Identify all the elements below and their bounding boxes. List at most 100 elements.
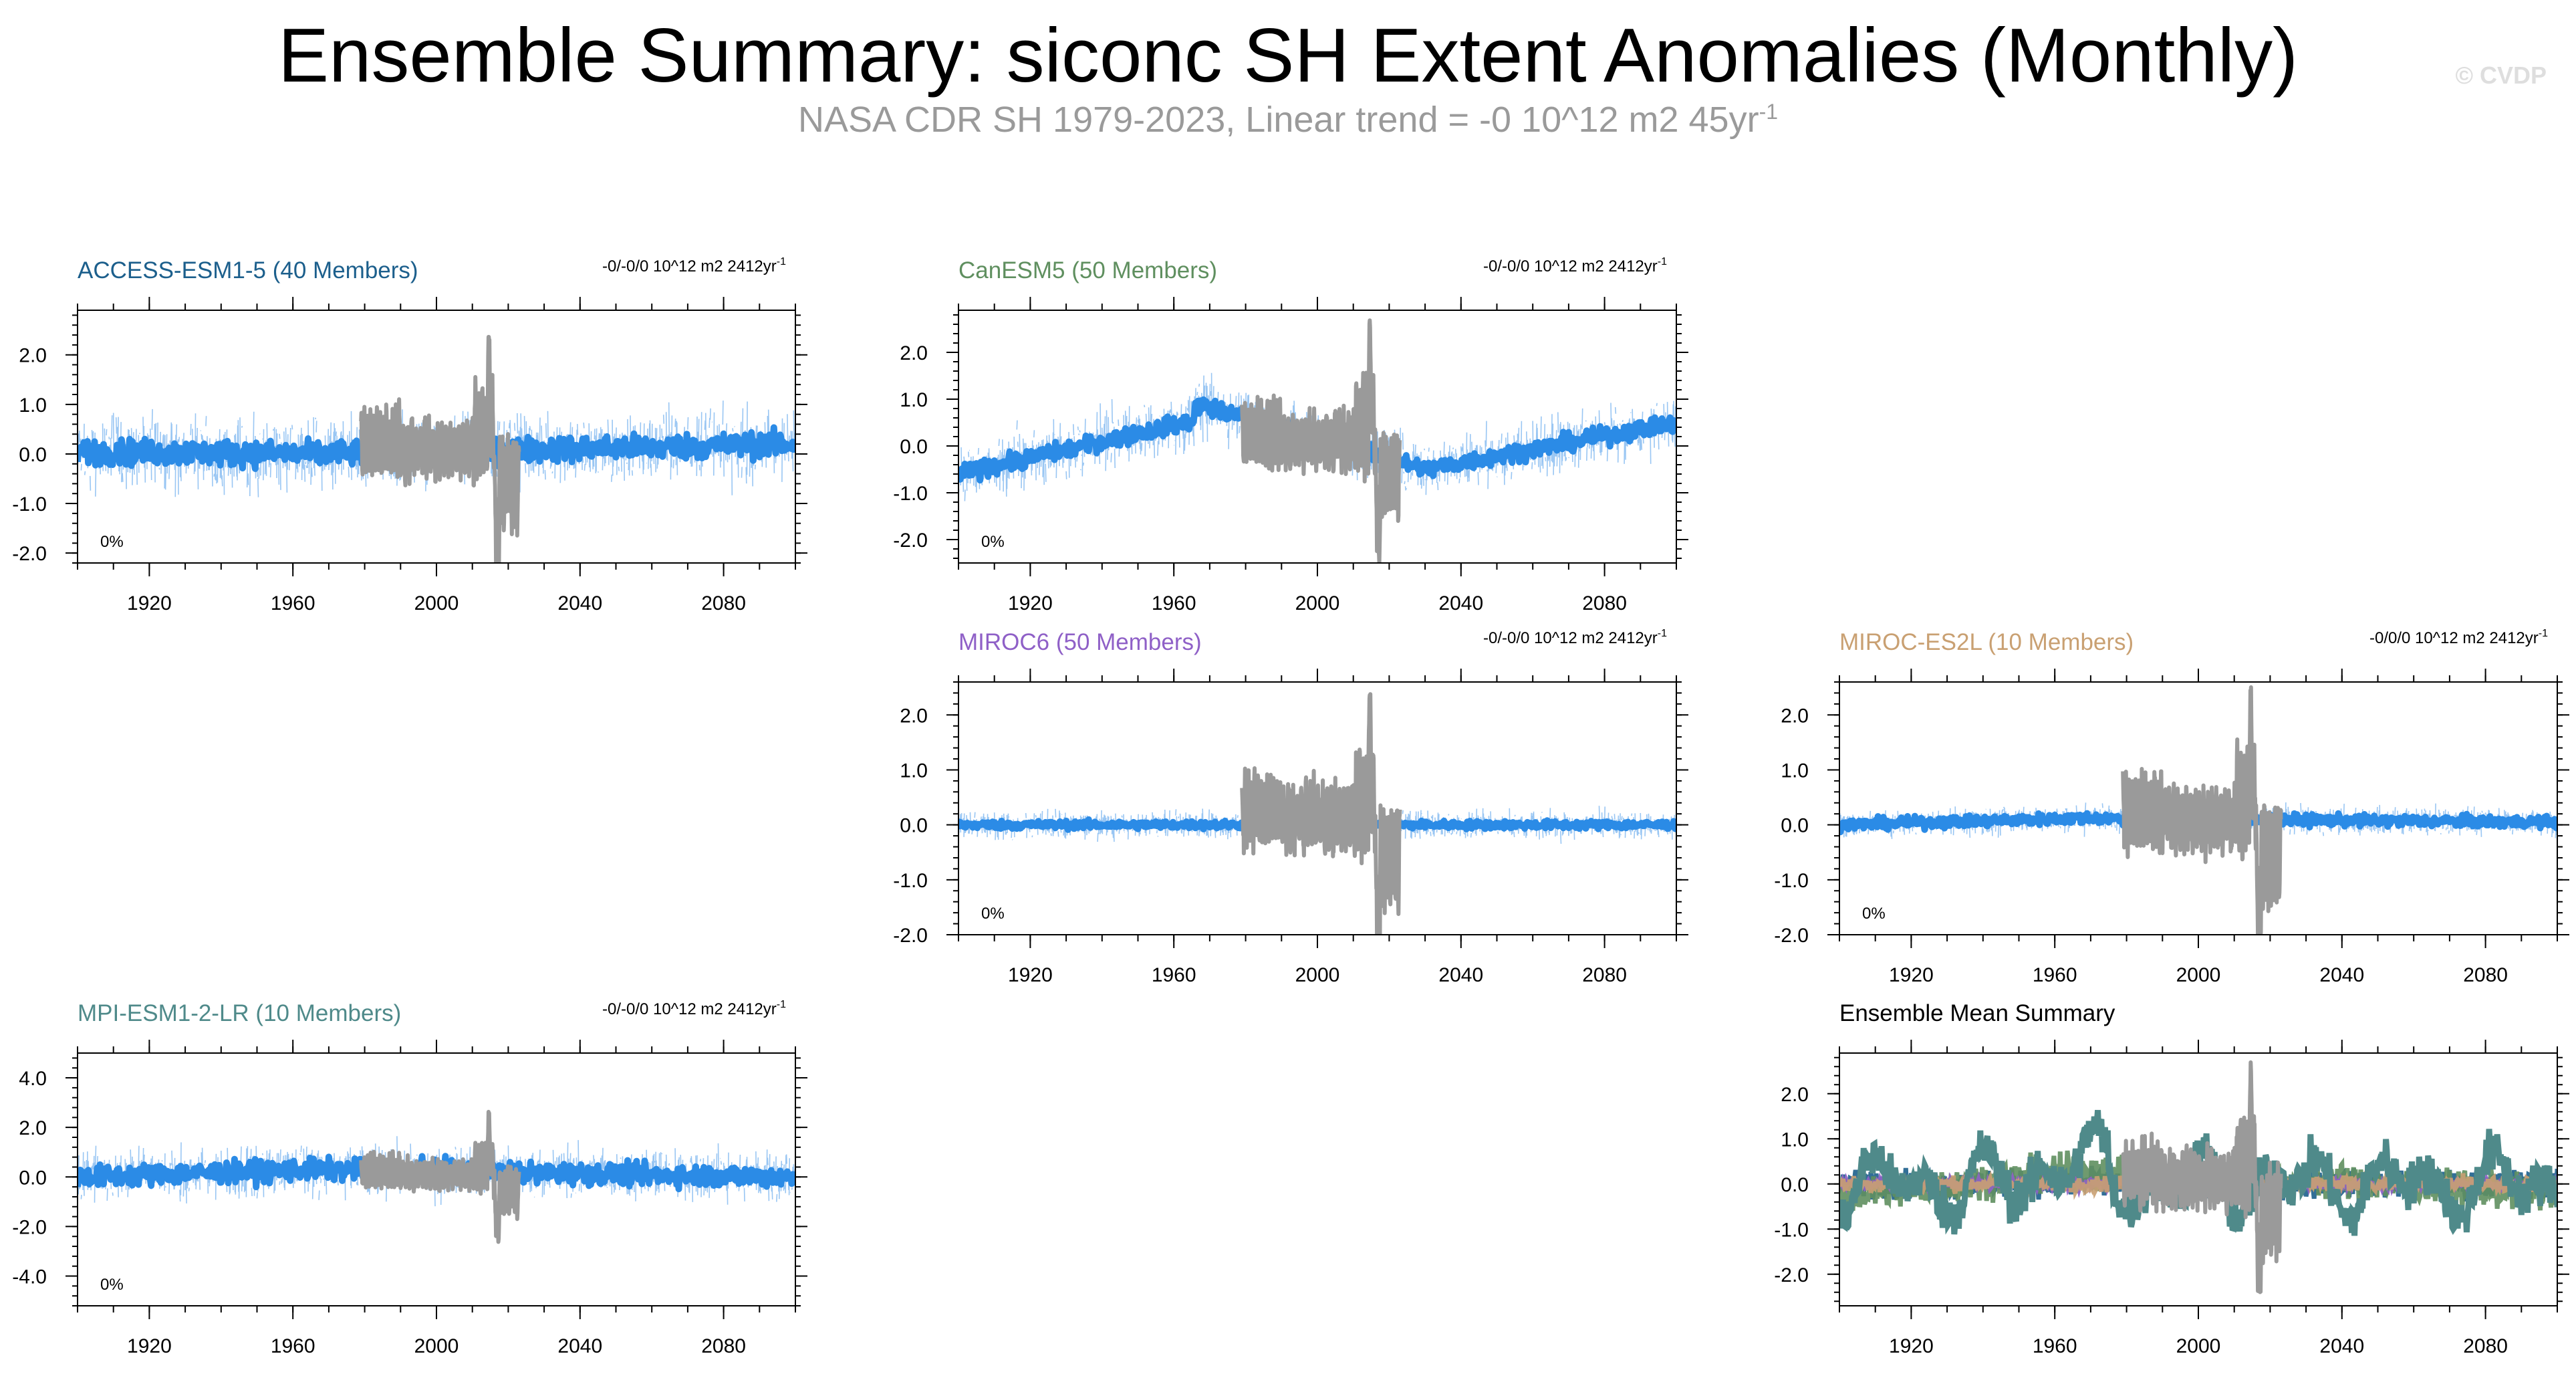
panel-trend-exponent: -1 xyxy=(777,256,786,267)
subtitle-exponent: -1 xyxy=(1759,100,1779,124)
x-tick-label: 2040 xyxy=(2319,964,2364,986)
y-tick-label: -2.0 xyxy=(893,925,928,947)
x-tick-label: 2000 xyxy=(1295,964,1340,986)
x-tick-label: 2000 xyxy=(414,1335,459,1357)
y-tick-label: -1.0 xyxy=(893,870,928,892)
plot-area xyxy=(958,318,1676,563)
x-tick-label: 2040 xyxy=(557,592,602,614)
x-tick-label: 1960 xyxy=(271,592,315,614)
page-title: Ensemble Summary: siconc SH Extent Anoma… xyxy=(277,13,2299,98)
observations-series xyxy=(359,334,521,563)
y-tick-label: -2.0 xyxy=(1774,925,1809,947)
panel-trend-exponent: -1 xyxy=(1658,628,1667,639)
panel-percent-label: 0% xyxy=(981,533,1005,551)
panel-title: MPI-ESM1-2-LR (10 Members) xyxy=(78,1000,401,1026)
x-tick-label: 2080 xyxy=(2463,1335,2508,1357)
y-tick-label: 0.0 xyxy=(19,444,47,466)
y-tick-label: -1.0 xyxy=(12,493,47,516)
y-tick-label: -4.0 xyxy=(12,1266,47,1288)
observations-series xyxy=(2121,1060,2283,1294)
chart-access: 1920 1960 2000 2040 2080 2.0 1.0 0.0 -1.0 -2.0 ACC… xyxy=(12,256,807,614)
y-tick-label: 1.0 xyxy=(1781,1129,1809,1151)
panel-trend-text: -0/0/0 10^12 m2 2412yr xyxy=(2369,629,2539,647)
plot-area xyxy=(1839,685,2557,935)
x-tick-label: 2080 xyxy=(1582,964,1627,986)
x-tick-label: 2000 xyxy=(414,592,459,614)
x-tick-label: 1960 xyxy=(2033,1335,2077,1357)
x-tick-label: 2040 xyxy=(1438,964,1483,986)
y-tick-label: -2.0 xyxy=(1774,1264,1809,1286)
panel-title: ACCESS-ESM1-5 (40 Members) xyxy=(78,257,418,283)
panel-trend-text: -0/-0/0 10^12 m2 2412yr xyxy=(1483,257,1658,275)
panel-trend-text: -0/-0/0 10^12 m2 2412yr xyxy=(1483,629,1658,647)
y-tick-label: 2.0 xyxy=(19,345,47,367)
x-tick-label: 1960 xyxy=(271,1335,315,1357)
y-tick-label: -1.0 xyxy=(893,483,928,505)
x-tick-label: 2080 xyxy=(701,1335,746,1357)
cvdp-watermark: © CVDP xyxy=(2455,62,2547,89)
observations-series xyxy=(359,1109,521,1244)
panel-trend-exponent: -1 xyxy=(2539,628,2548,639)
y-tick-label: 0.0 xyxy=(900,436,928,458)
x-tick-label: 1920 xyxy=(1008,592,1053,614)
panel-title: CanESM5 (50 Members) xyxy=(958,257,1217,283)
x-tick-label: 2080 xyxy=(1582,592,1627,614)
y-tick-label: 2.0 xyxy=(1781,1084,1809,1106)
x-tick-label: 1920 xyxy=(1889,964,1934,986)
x-tick-label: 2080 xyxy=(2463,964,2508,986)
x-tick-label: 2040 xyxy=(2319,1335,2364,1357)
plot-area xyxy=(1839,1060,2557,1294)
subtitle-text: NASA CDR SH 1979-2023, Linear trend = -0… xyxy=(797,100,1759,140)
y-tick-label: -1.0 xyxy=(1774,870,1809,892)
chart-miroc6: 1920 1960 2000 2040 2080 2.0 1.0 0.0 -1.0 -2.0 MIR… xyxy=(893,628,1688,986)
panel-trend-text: -0/-0/0 10^12 m2 2412yr xyxy=(602,1000,777,1018)
x-tick-label: 2000 xyxy=(2176,964,2221,986)
x-tick-label: 1960 xyxy=(2033,964,2077,986)
panel-trend-label: -0/-0/0 10^12 m2 2412yr-1 xyxy=(1483,628,1667,647)
x-tick-label: 1960 xyxy=(1152,592,1196,614)
y-tick-label: 0.0 xyxy=(19,1167,47,1189)
y-tick-label: -1.0 xyxy=(1774,1219,1809,1241)
chart-canesm5: 1920 1960 2000 2040 2080 2.0 1.0 0.0 -1.0 -2.0 Can… xyxy=(893,256,1688,614)
panel-trend-text: -0/-0/0 10^12 m2 2412yr xyxy=(602,257,777,275)
panel-title: MIROC-ES2L (10 Members) xyxy=(1839,629,2134,655)
panel-trend-exponent: -1 xyxy=(777,999,786,1010)
y-tick-label: 4.0 xyxy=(19,1068,47,1090)
x-tick-label: 2040 xyxy=(1438,592,1483,614)
y-tick-label: 1.0 xyxy=(900,760,928,782)
panel-trend-exponent: -1 xyxy=(1658,256,1667,267)
panel-title: Ensemble Mean Summary xyxy=(1839,1000,2115,1026)
y-tick-label: 0.0 xyxy=(900,815,928,837)
panel-percent-label: 0% xyxy=(1862,905,1886,923)
x-tick-label: 1960 xyxy=(1152,964,1196,986)
x-tick-label: 1920 xyxy=(127,1335,172,1357)
y-tick-label: -2.0 xyxy=(12,1216,47,1238)
panel-percent-label: 0% xyxy=(100,1276,124,1294)
observations-series xyxy=(1240,692,1402,935)
x-tick-label: 1920 xyxy=(1008,964,1053,986)
observations-series xyxy=(1240,318,1402,563)
panel-trend-label: -0/-0/0 10^12 m2 2412yr-1 xyxy=(602,256,786,275)
x-tick-label: 2000 xyxy=(2176,1335,2221,1357)
y-tick-label: 2.0 xyxy=(900,342,928,364)
y-tick-label: 1.0 xyxy=(1781,760,1809,782)
y-tick-label: 2.0 xyxy=(1781,705,1809,727)
observations-series xyxy=(2121,685,2283,935)
page-subtitle: NASA CDR SH 1979-2023, Linear trend = -0… xyxy=(0,99,2576,140)
plot-area xyxy=(78,334,795,563)
chart-miroc_es2l: 1920 1960 2000 2040 2080 2.0 1.0 0.0 -1.0 -2.0 MIR… xyxy=(1774,628,2569,986)
y-tick-label: 2.0 xyxy=(19,1117,47,1139)
chart-summary: 1920 1960 2000 2040 2080 2.0 1.0 0.0 -1.0 -2.0 Ens… xyxy=(1774,1000,2569,1357)
x-tick-label: 1920 xyxy=(127,592,172,614)
panel-percent-label: 0% xyxy=(981,905,1005,923)
plot-area xyxy=(958,692,1676,935)
panel-trend-label: -0/-0/0 10^12 m2 2412yr-1 xyxy=(602,999,786,1018)
panel-title: MIROC6 (50 Members) xyxy=(958,629,1202,655)
x-tick-label: 1920 xyxy=(1889,1335,1934,1357)
x-tick-label: 2040 xyxy=(557,1335,602,1357)
x-tick-label: 2080 xyxy=(701,592,746,614)
y-tick-label: 0.0 xyxy=(1781,1174,1809,1196)
y-tick-label: 0.0 xyxy=(1781,815,1809,837)
y-tick-label: 1.0 xyxy=(900,389,928,411)
